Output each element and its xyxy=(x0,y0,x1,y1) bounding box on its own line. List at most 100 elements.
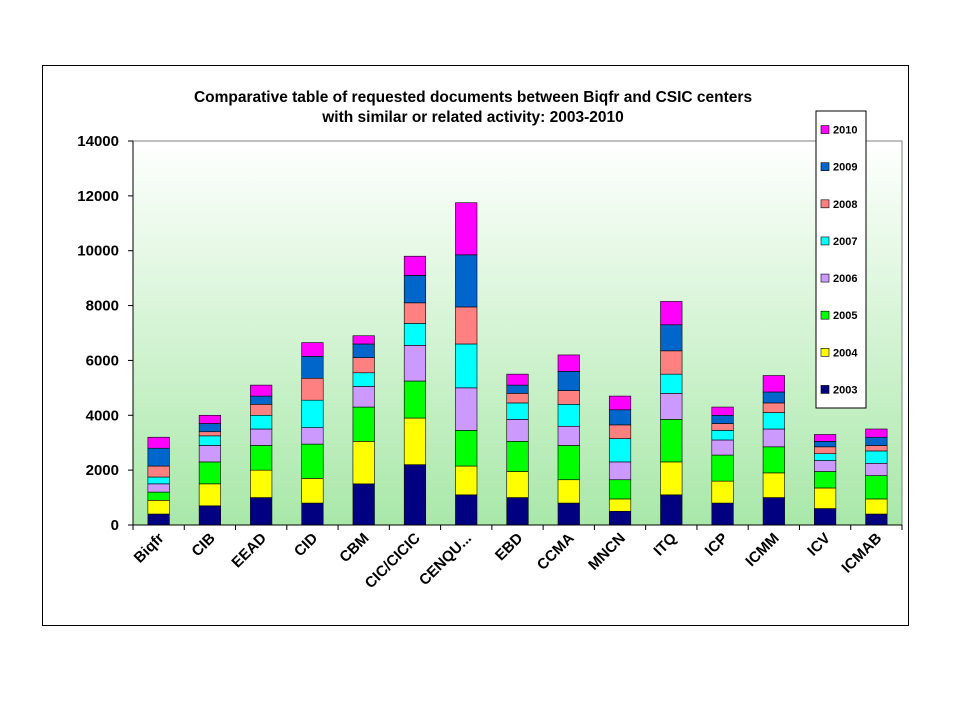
bar-segment-2004 xyxy=(301,478,324,504)
bar-segment-2008 xyxy=(865,445,888,452)
bar-segment-2007 xyxy=(301,399,324,428)
bar-segment-2004 xyxy=(455,465,478,496)
bar-segment-2005 xyxy=(711,454,734,482)
bar-segment-2007 xyxy=(660,373,683,394)
bar-segment-2003 xyxy=(762,497,785,526)
chart-svg: Comparative table of requested documents… xyxy=(77,89,903,592)
bar-segment-2009 xyxy=(557,371,580,391)
bar-segment-2008 xyxy=(762,402,785,413)
bar-segment-2006 xyxy=(352,386,375,408)
bar-segment-2009 xyxy=(352,343,375,358)
bar-segment-2009 xyxy=(403,275,427,304)
bar-segment-2009 xyxy=(301,356,324,379)
legend-label-2004: 2004 xyxy=(833,347,858,359)
bar-segment-2009 xyxy=(762,391,785,404)
y-tick-label: 4000 xyxy=(86,407,119,424)
bar-segment-2003 xyxy=(506,497,529,526)
bar-segment-2004 xyxy=(711,480,734,504)
bar-segment-2004 xyxy=(250,469,273,498)
bar-segment-2004 xyxy=(506,471,529,498)
y-tick-label: 14000 xyxy=(77,133,119,150)
bar-segment-2005 xyxy=(814,471,837,489)
bar-segment-2005 xyxy=(660,419,683,463)
legend-label-2007: 2007 xyxy=(833,236,857,248)
bar-segment-2005 xyxy=(301,443,324,479)
bar-segment-2003 xyxy=(608,510,632,526)
bar-segment-2004 xyxy=(403,417,427,465)
bar-segment-2003 xyxy=(660,494,683,526)
bar-segment-2004 xyxy=(198,483,221,507)
bar-segment-2003 xyxy=(865,513,888,526)
bar-segment-2007 xyxy=(814,453,837,461)
bar-segment-2007 xyxy=(506,402,529,420)
x-tick-label: ICMAB xyxy=(838,530,885,577)
bar-segment-2010 xyxy=(814,434,837,442)
bar-segment-2004 xyxy=(147,500,170,515)
bar-segment-2003 xyxy=(301,502,324,526)
bar-segment-2008 xyxy=(506,393,529,404)
bar-segment-2010 xyxy=(660,301,683,326)
bar-segment-2009 xyxy=(455,254,478,308)
bar-segment-2010 xyxy=(250,384,273,397)
bar-segment-2003 xyxy=(147,513,170,526)
bar-segment-2005 xyxy=(352,406,375,442)
legend-swatch-2007 xyxy=(820,236,830,246)
bar-segment-2009 xyxy=(608,409,632,426)
bar-segment-2010 xyxy=(455,202,478,256)
x-tick-label: ICP xyxy=(702,530,732,560)
bar-segment-2009 xyxy=(660,324,683,352)
legend-swatch-2009 xyxy=(820,162,830,171)
legend-swatch-2004 xyxy=(820,348,830,357)
bar-segment-2006 xyxy=(660,393,683,420)
bar-segment-2007 xyxy=(455,343,478,389)
bar-segment-2004 xyxy=(352,441,375,485)
bar-segment-2010 xyxy=(762,375,785,393)
bar-segment-2008 xyxy=(198,431,221,437)
bar-segment-2005 xyxy=(762,446,785,474)
x-tick-label: EEAD xyxy=(228,530,270,572)
bar-segment-2003 xyxy=(198,505,221,526)
bar-segment-2005 xyxy=(455,430,478,467)
bar-segment-2005 xyxy=(608,479,632,500)
bar-segment-2006 xyxy=(455,387,478,431)
bar-segment-2009 xyxy=(198,423,221,433)
bar-segment-2006 xyxy=(711,439,734,456)
bar-segment-2004 xyxy=(660,461,683,496)
chart-title-line-2: with similar or related activity: 2003-2… xyxy=(321,109,624,126)
bar-segment-2006 xyxy=(557,425,580,446)
bar-segment-2006 xyxy=(147,483,170,493)
legend-swatch-2008 xyxy=(820,199,830,209)
x-tick-label: CIB xyxy=(188,530,218,560)
bar-segment-2007 xyxy=(711,430,734,441)
legend-swatch-2010 xyxy=(820,125,830,134)
bar-segment-2009 xyxy=(865,436,888,446)
x-tick-label: EBD xyxy=(492,530,527,565)
bar-segment-2010 xyxy=(352,335,375,345)
bar-segment-2008 xyxy=(711,423,734,431)
bar-segment-2008 xyxy=(660,350,683,375)
bar-segment-2010 xyxy=(403,255,427,276)
bar-segment-2003 xyxy=(814,508,837,526)
bar-segment-2003 xyxy=(455,494,478,526)
chart-frame: Comparative table of requested documents… xyxy=(42,65,909,626)
legend-swatch-2006 xyxy=(820,273,830,283)
x-tick-label: CENQU... xyxy=(416,530,475,589)
bars xyxy=(147,202,888,526)
bar-segment-2010 xyxy=(608,395,632,411)
y-tick-label: 10000 xyxy=(77,243,119,260)
legend-swatch-2005 xyxy=(820,310,830,320)
bar-segment-2008 xyxy=(147,465,170,478)
bar-segment-2007 xyxy=(250,414,273,430)
bar-segment-2005 xyxy=(865,475,888,500)
bar-segment-2007 xyxy=(352,372,375,387)
x-tick-label: CBM xyxy=(336,530,372,566)
x-tick-label: CID xyxy=(291,530,321,560)
bar-segment-2009 xyxy=(506,384,529,394)
legend-label-2005: 2005 xyxy=(833,310,857,322)
bar-segment-2003 xyxy=(711,502,734,526)
bar-segment-2004 xyxy=(608,498,632,512)
x-tick-label: CCMA xyxy=(534,530,578,574)
y-tick-label: 0 xyxy=(111,517,119,534)
bar-segment-2010 xyxy=(301,342,324,357)
